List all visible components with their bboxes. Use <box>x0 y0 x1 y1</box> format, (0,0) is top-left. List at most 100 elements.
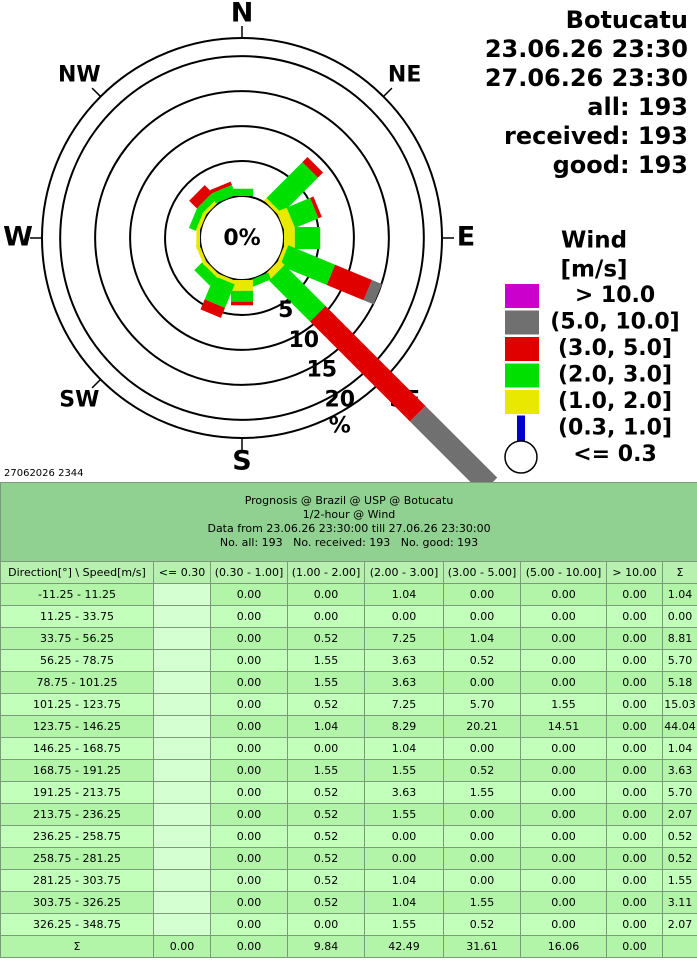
table-row: 101.25 - 123.75 0.00 0.52 7.25 5.70 1.55 0.00 1… <box>0 693 697 716</box>
table-cell: 0.00 <box>606 869 663 892</box>
sector <box>263 259 498 482</box>
compass-tick <box>91 378 102 389</box>
bar-segment <box>279 245 336 286</box>
table-cell: 0.00 <box>520 869 607 892</box>
bar-segment <box>210 181 232 194</box>
table-row: 191.25 - 213.75 0.00 0.52 3.63 1.55 0.00 0.00 5… <box>0 781 697 804</box>
sector <box>276 196 322 233</box>
bar-segment <box>188 207 205 231</box>
table-cell <box>153 781 211 804</box>
table-row: Prognosis @ Brazil @ USP @ Botucatu 1/2-h… <box>0 482 697 562</box>
table-row: 11.25 - 33.75 0.00 0.00 0.00 0.00 0.00 0.00 0.0… <box>0 605 697 628</box>
table-row: 146.25 - 168.75 0.00 0.00 1.04 0.00 0.00 0.00 1… <box>0 737 697 760</box>
bar-segment <box>269 265 326 322</box>
table-row: 78.75 - 101.25 0.00 1.55 3.63 0.00 0.00 0.00 5.… <box>0 671 697 694</box>
sector <box>200 272 237 318</box>
table-cell: 0.00 <box>520 781 607 804</box>
info-line: all: 193 <box>587 93 688 121</box>
table-cell: 44.04 <box>661 715 697 738</box>
table-cell: 0.00 <box>606 671 663 694</box>
legend-label: (1.0, 2.0] <box>558 389 672 414</box>
table-cell <box>153 671 211 694</box>
sector <box>195 243 208 266</box>
table-cell: 0.00 <box>520 759 607 782</box>
table-cell: 16.06 <box>520 935 607 958</box>
legend-marker <box>505 284 539 308</box>
legend-marker <box>504 440 538 474</box>
legend-label: <= 0.3 <box>573 442 657 467</box>
table-cell: 258.75 - 281.25 <box>0 847 154 870</box>
table-cell: 1.04 <box>364 583 444 606</box>
legend-label: (2.0, 3.0] <box>558 363 672 388</box>
sector <box>276 243 383 305</box>
bar-segment <box>231 188 253 196</box>
info-line: 27.06.26 23:30 <box>485 64 688 92</box>
table-cell: 2.07 <box>661 803 697 826</box>
table-cell: 0.52 <box>661 825 697 848</box>
sector <box>196 227 200 249</box>
table-cell: 1.55 <box>364 759 444 782</box>
table-cell: 0.52 <box>443 649 521 672</box>
table-cell <box>153 869 211 892</box>
table-cell: 1.55 <box>443 891 521 914</box>
info-line: good: 193 <box>553 151 688 179</box>
table-cell: 5.70 <box>661 649 697 672</box>
table-cell: 0.52 <box>443 759 521 782</box>
table-cell: 0.00 <box>520 583 607 606</box>
table-cell: 0.00 <box>606 803 663 826</box>
table-cell <box>153 737 211 760</box>
compass-label: N <box>231 0 254 29</box>
table-cell: 3.63 <box>364 649 444 672</box>
table-cell: 0.00 <box>210 825 288 848</box>
legend-marker <box>505 363 539 388</box>
table-cell: 146.25 - 168.75 <box>0 737 154 760</box>
table-cell: 191.25 - 213.75 <box>0 781 154 804</box>
table-cell: 0.00 <box>210 913 288 936</box>
table-cell: 0.52 <box>287 803 365 826</box>
compass-label: NW <box>58 62 101 87</box>
data-table: Prognosis @ Brazil @ USP @ Botucatu 1/2-h… <box>0 482 697 958</box>
compass-label: W <box>3 222 33 253</box>
center-label: 0% <box>223 226 260 251</box>
legend-marker <box>505 390 539 414</box>
table-row: 326.25 - 348.75 0.00 0.00 1.55 0.52 0.00 0.00 2… <box>0 913 697 936</box>
table-cell: Σ <box>661 561 697 584</box>
table-cell: 8.29 <box>364 715 444 738</box>
table-cell <box>153 759 211 782</box>
table-cell: 0.00 <box>606 693 663 716</box>
ring-label: 10 <box>288 328 319 353</box>
table-cell: 0.52 <box>287 869 365 892</box>
table-cell: 1.04 <box>661 737 697 760</box>
bar-segment <box>189 185 213 209</box>
table-cell: 0.00 <box>520 627 607 650</box>
ring <box>94 90 390 386</box>
table-cell: 168.75 - 191.25 <box>0 759 154 782</box>
table-cell: 0.00 <box>606 781 663 804</box>
table-cell: 0.00 <box>606 825 663 848</box>
table-cell: (3.00 - 5.00] <box>443 561 521 584</box>
ring-label: 20 <box>324 388 355 413</box>
table-row: -11.25 - 11.25 0.00 0.00 1.04 0.00 0.00 0.00 1.… <box>0 583 697 606</box>
table-cell: 0.00 <box>520 913 607 936</box>
table-cell: > 10.00 <box>606 561 663 584</box>
table-cell: 0.00 <box>606 891 663 914</box>
bar-segment <box>195 243 208 266</box>
table-cell: (1.00 - 2.00] <box>287 561 365 584</box>
legend-marker <box>517 415 525 442</box>
table-cell: 0.00 <box>210 627 288 650</box>
info-line: 23.06.26 23:30 <box>485 35 688 63</box>
table-cell <box>153 825 211 848</box>
table-cell: 0.00 <box>287 913 365 936</box>
bar-segment <box>204 275 235 308</box>
legend-label: > 10.0 <box>575 283 655 308</box>
table-cell: 7.25 <box>364 693 444 716</box>
bar-segment <box>231 290 253 302</box>
table-cell <box>661 935 697 958</box>
bar-segment <box>310 196 322 219</box>
table-cell: 0.00 <box>153 935 211 958</box>
table-cell: 0.00 <box>210 869 288 892</box>
sector <box>284 227 321 249</box>
table-cell: 8.81 <box>661 627 697 650</box>
bar-segment <box>196 192 218 214</box>
bar-segment <box>231 301 253 306</box>
